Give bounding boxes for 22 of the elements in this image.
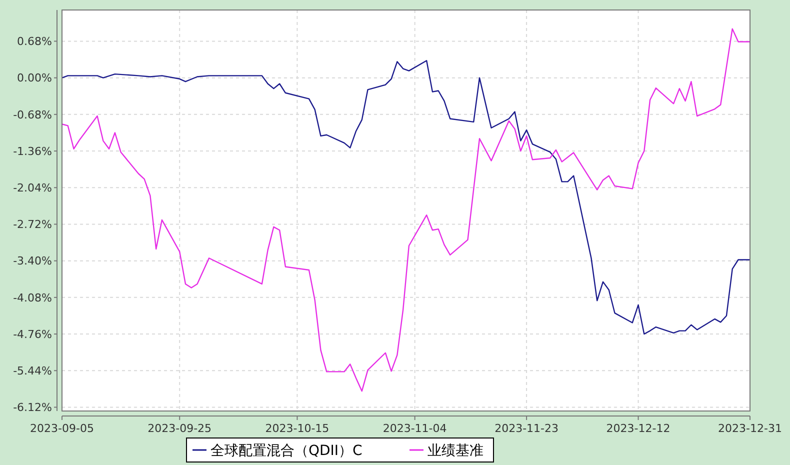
x-tick-label: 2023-12-31 bbox=[718, 422, 782, 435]
y-tick-label: -2.04% bbox=[13, 181, 52, 194]
legend-label: 全球配置混合（QDII）C bbox=[210, 442, 363, 459]
x-tick-label: 2023-12-12 bbox=[606, 422, 670, 435]
y-tick-label: -5.44% bbox=[13, 364, 52, 378]
x-tick-label: 2023-10-15 bbox=[265, 422, 330, 435]
y-tick-label: -4.76% bbox=[13, 328, 52, 341]
y-tick-label: -0.68% bbox=[13, 108, 52, 122]
x-tick-label: 2023-11-23 bbox=[494, 422, 559, 435]
x-tick-label: 2023-09-25 bbox=[148, 422, 212, 435]
line-series bbox=[61, 28, 751, 392]
y-tick-label: -3.40% bbox=[13, 254, 52, 268]
line-series bbox=[61, 60, 751, 335]
y-tick-label: 0.68% bbox=[17, 35, 52, 48]
y-tick-label: -2.72% bbox=[13, 218, 52, 232]
x-tick-label: 2023-11-04 bbox=[382, 422, 447, 435]
y-tick-label: -1.36% bbox=[13, 144, 52, 158]
y-tick-label: -4.08% bbox=[13, 291, 52, 304]
y-tick-label: -6.12% bbox=[13, 401, 52, 414]
x-tick-label: 2023-09-05 bbox=[30, 422, 94, 435]
legend-label: 业绩基准 bbox=[428, 442, 484, 459]
y-tick-label: 0.00% bbox=[17, 72, 52, 85]
